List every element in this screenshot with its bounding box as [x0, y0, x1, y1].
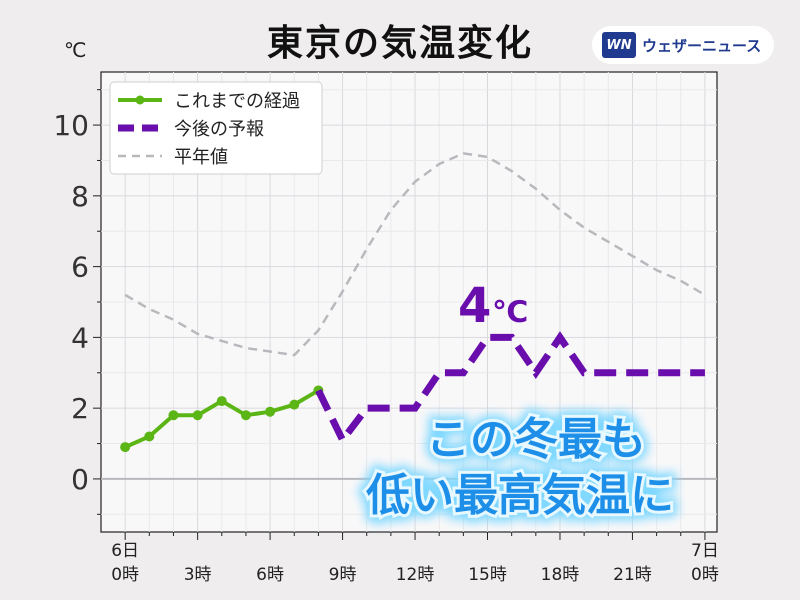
y-tick-label: 2	[71, 392, 89, 425]
legend-label: 今後の予報	[174, 119, 264, 140]
series-line-1	[315, 331, 705, 447]
series-point	[192, 410, 203, 421]
y-tick-label: 0	[71, 463, 89, 496]
y-tick-label: 10	[53, 109, 89, 142]
series-point	[265, 406, 276, 417]
series-point	[120, 442, 131, 453]
y-tick-label: 4	[71, 321, 89, 354]
series-point	[144, 431, 155, 442]
series-point	[168, 410, 179, 421]
x-tick-label-date: 7日	[691, 541, 719, 561]
x-tick-label: 0時	[111, 565, 139, 585]
y-tick-label: 6	[71, 251, 89, 284]
legend-label: これまでの経過	[174, 91, 300, 112]
x-tick-label: 6時	[256, 565, 284, 585]
y-tick-label: 8	[71, 180, 89, 213]
callout-glow: 低い最高気温に	[366, 470, 674, 521]
callout-glow: この冬最も	[426, 414, 646, 465]
callout-text: この冬最も	[426, 414, 646, 465]
peak-temperature-label: 4	[458, 278, 491, 334]
series-point	[216, 396, 227, 407]
x-tick-label: 0時	[691, 565, 719, 585]
x-tick-label: 3時	[184, 565, 212, 585]
series-line-2	[124, 152, 706, 357]
logo-badge: WN	[602, 32, 636, 58]
series-point	[240, 410, 251, 421]
x-tick-label-date: 6日	[111, 541, 139, 561]
callout-text: 低い最高気温に	[366, 470, 674, 521]
x-tick-label: 9時	[329, 565, 357, 585]
x-tick-label: 12時	[396, 565, 435, 585]
chart-title: 東京の気温変化	[266, 23, 533, 64]
legend-label: 平年値	[174, 147, 228, 168]
series-point	[289, 399, 300, 410]
legend-box	[109, 81, 323, 175]
peak-temperature-unit: ℃	[492, 295, 528, 330]
x-tick-label: 18時	[541, 565, 580, 585]
y-axis-unit: ℃	[64, 38, 87, 62]
legend-marker	[135, 95, 145, 105]
weathernews-logo: WN ウェザーニュース	[592, 26, 774, 64]
x-tick-label: 15時	[468, 565, 507, 585]
logo-text: ウェザーニュース	[642, 36, 762, 55]
x-tick-label: 21時	[613, 565, 652, 585]
